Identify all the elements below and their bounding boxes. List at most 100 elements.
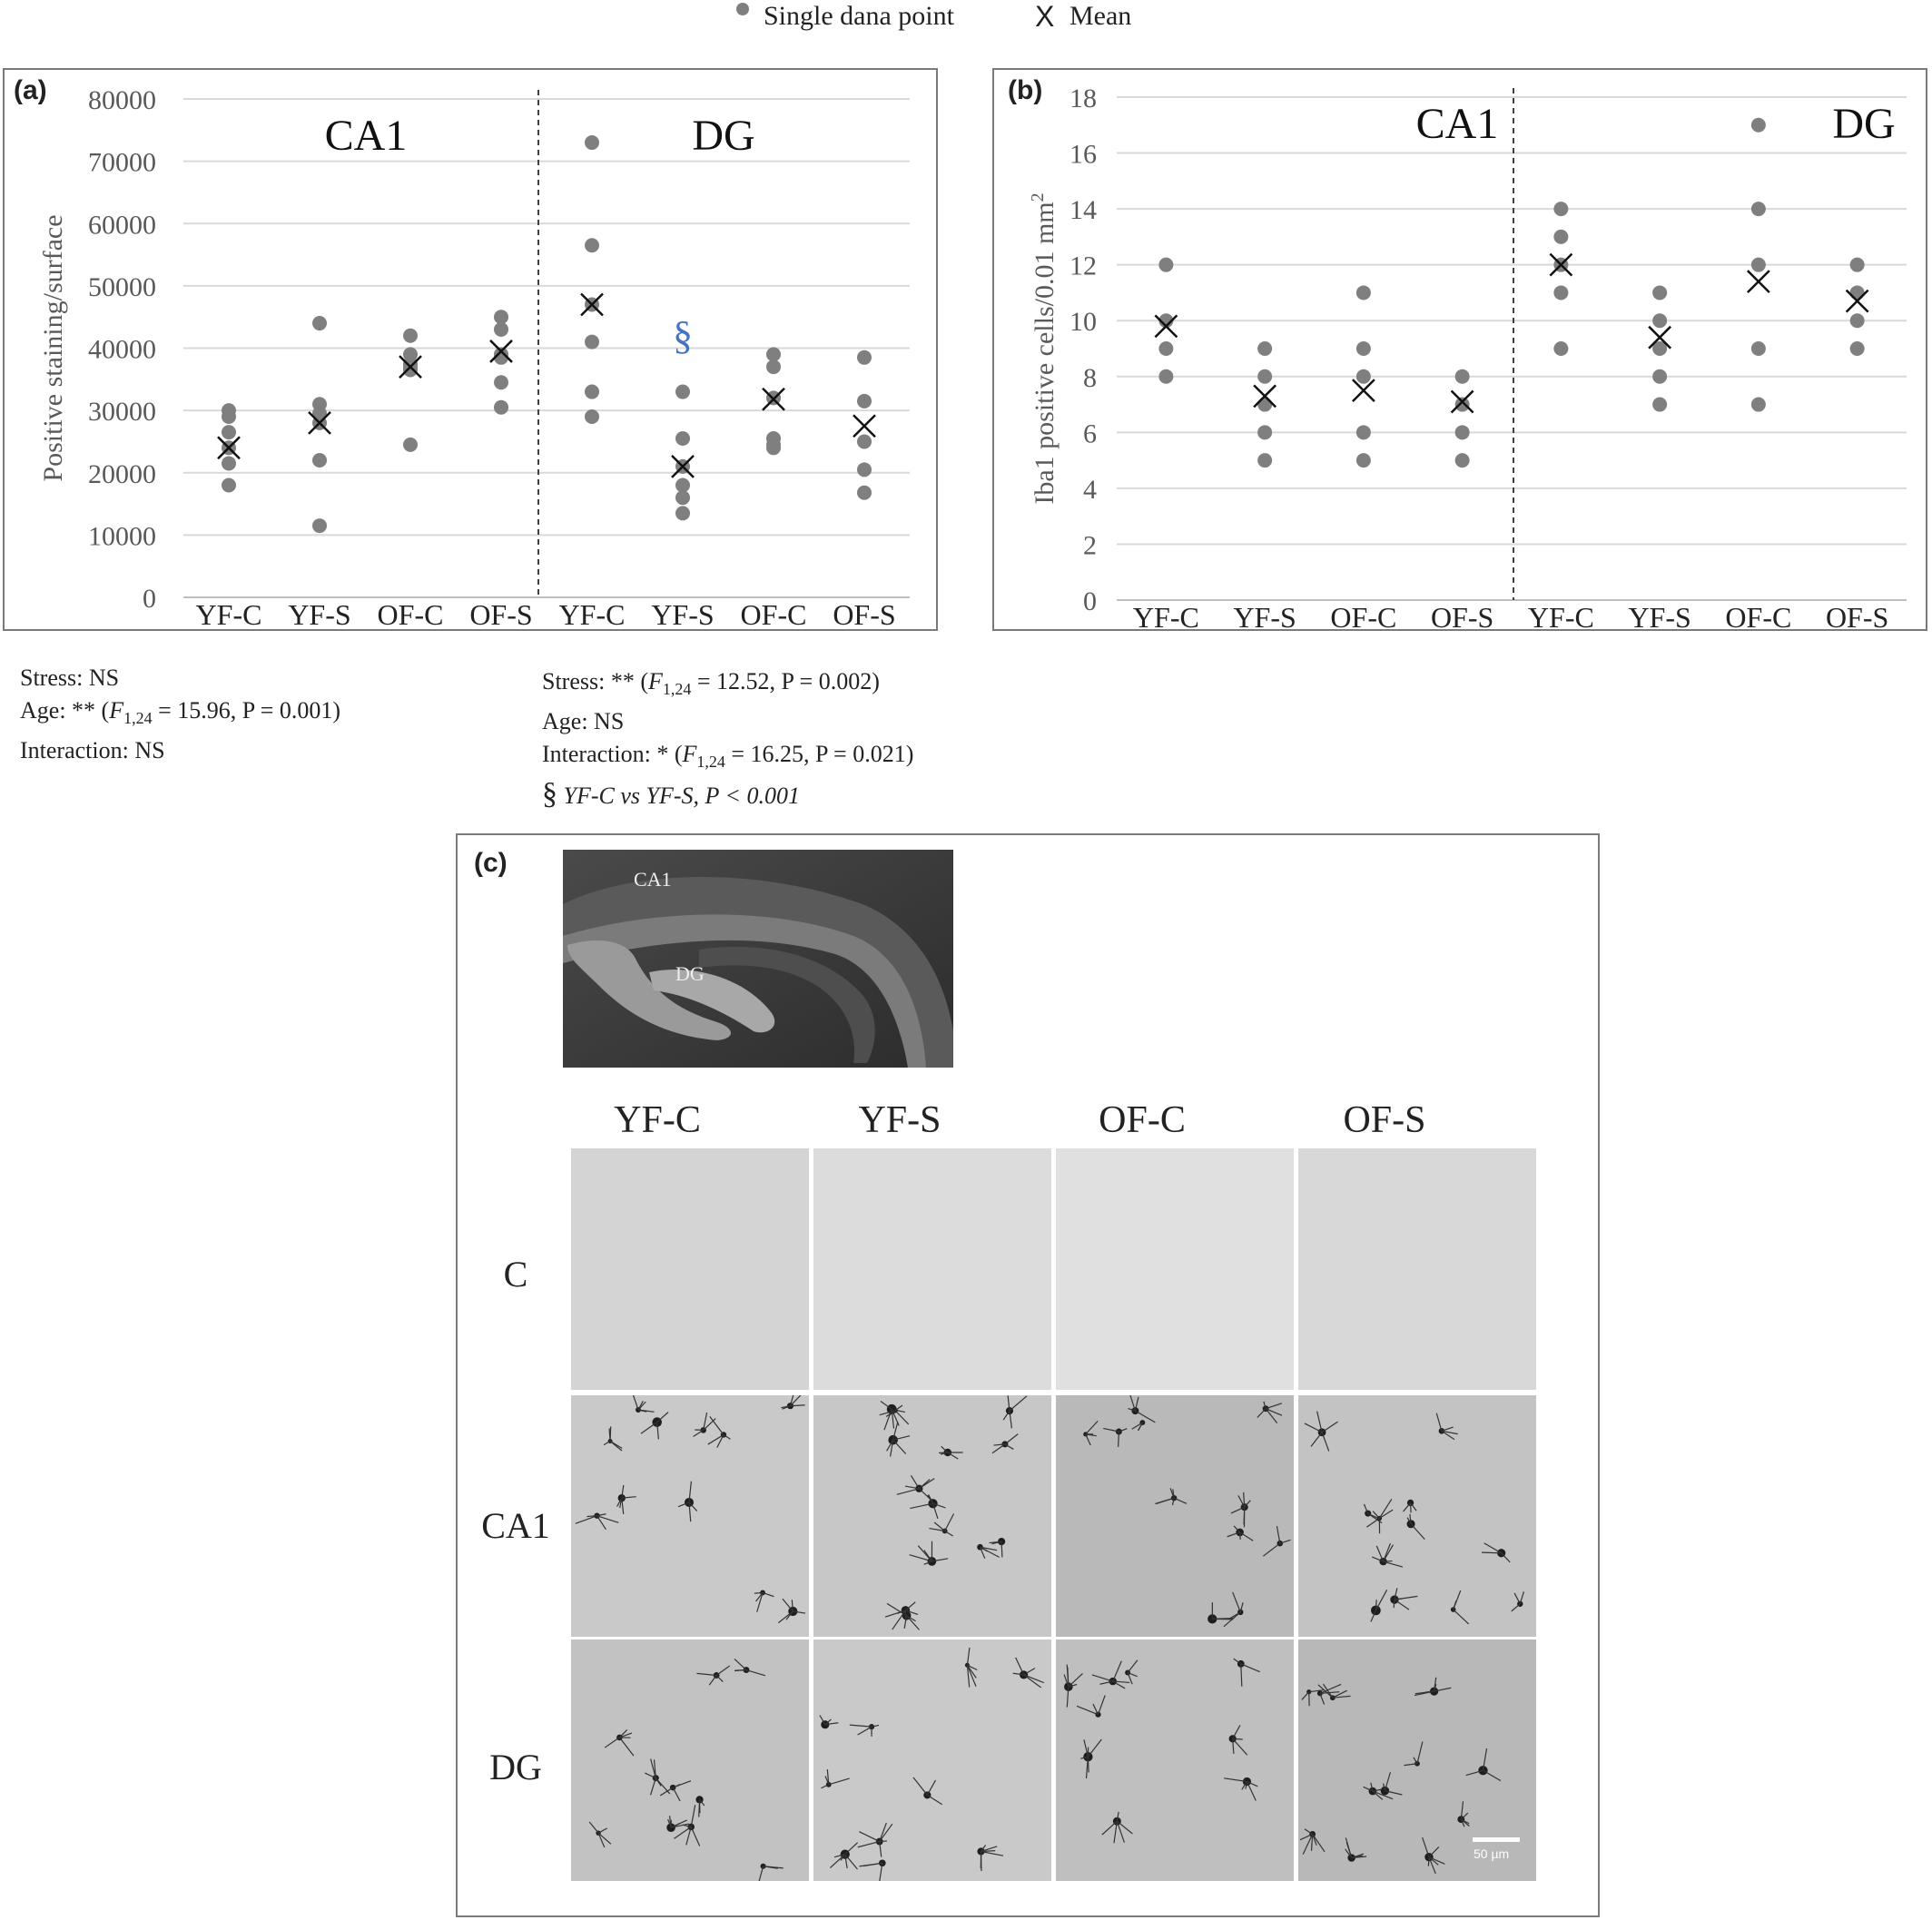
mean-marker (580, 292, 604, 317)
microglia-cells (1083, 1395, 1291, 1628)
column-label-of-s: OF-S (1343, 1099, 1426, 1141)
x-category-label: YF-S (1628, 601, 1690, 634)
mean-marker (1746, 270, 1770, 294)
hippocampus-drawing (563, 850, 953, 1068)
x-category-label: YF-C (1133, 601, 1199, 634)
panel-b-label: (b) (1008, 75, 1043, 105)
mean-marker-stroke (1845, 289, 1869, 313)
microglia-cells (879, 1395, 1028, 1630)
mean-marker-stroke (1648, 325, 1672, 350)
section-label-ca1: CA1 (1416, 100, 1499, 148)
mean-marker (1351, 379, 1375, 403)
data-point (585, 238, 599, 253)
hippocampus-anatomy-image: CA1 DG (563, 850, 953, 1068)
section-label-dg: DG (692, 112, 754, 160)
legend-point-marker (736, 3, 749, 15)
y-tick-label: 40000 (88, 335, 156, 365)
anatomy-label-dg: DG (675, 962, 705, 985)
microglia-cells (819, 1647, 1045, 1881)
y-tick-label: 10 (1070, 307, 1097, 337)
data-point (1750, 202, 1766, 217)
x-category-label: YF-S (288, 598, 350, 631)
x-category-label: OF-C (378, 598, 444, 631)
data-point (1849, 341, 1865, 356)
mean-marker (308, 410, 331, 435)
chart-b: 0 2 4 6 8 10 12 14 16 18 Iba1 positive cells/0.01 … (1028, 84, 1907, 634)
mean-marker-stroke (217, 436, 241, 460)
stats-b-line2: Age: NS (542, 708, 625, 735)
data-point (1355, 453, 1371, 468)
mean-marker (399, 355, 422, 379)
y-tick-label: 16 (1070, 140, 1097, 170)
stats-a-line2: Age: ** (F1,24 = 15.96, P = 0.001) (20, 697, 341, 728)
mean-marker-stroke (1351, 379, 1375, 403)
data-point (494, 399, 508, 415)
data-point (1158, 313, 1174, 329)
data-point (675, 384, 690, 399)
y-tick-label: 20000 (88, 459, 156, 489)
data-point (1257, 425, 1273, 440)
data-point (1355, 341, 1371, 356)
mean-marker (853, 414, 876, 438)
data-point (766, 347, 781, 362)
data-point (1454, 369, 1470, 384)
data-point (675, 506, 690, 521)
panel-b: (b) (992, 68, 1927, 631)
data-point (857, 485, 872, 500)
legend-mean-marker: X (1035, 0, 1055, 33)
data-point (1849, 257, 1865, 272)
data-point (1652, 285, 1668, 300)
microglia-cells (1304, 1411, 1524, 1625)
x-category-label: OF-C (1725, 601, 1791, 634)
data-point (857, 350, 872, 365)
y-tick-label: 0 (143, 584, 156, 614)
data-point (1257, 369, 1273, 384)
mean-marker-stroke (1746, 270, 1770, 294)
data-point (494, 310, 508, 325)
mean-marker-stroke (671, 455, 695, 478)
data-point (222, 456, 236, 471)
mean-marker-stroke (1154, 314, 1178, 339)
data-point (1553, 285, 1569, 300)
data-point (1652, 369, 1668, 384)
mean-marker (1253, 384, 1277, 409)
data-point (1849, 313, 1865, 329)
micrograph-ca1-of-s (1298, 1395, 1536, 1637)
section-label-dg: DG (1832, 100, 1895, 148)
y-tick-label: 10000 (88, 521, 156, 551)
column-label-yf-c: YF-C (614, 1099, 701, 1141)
y-tick-label: 12 (1070, 251, 1097, 281)
significance-symbol: § (673, 313, 693, 358)
data-point (222, 425, 236, 440)
y-tick-label: 2 (1083, 530, 1097, 560)
data-point (766, 440, 781, 456)
x-category-label: OF-S (1431, 601, 1493, 634)
data-point (312, 453, 327, 468)
y-tick-label: 4 (1083, 475, 1097, 505)
x-category-label: YF-C (559, 598, 626, 631)
micrograph-ca1-yf-s (813, 1395, 1051, 1637)
y-tick-label: 80000 (88, 85, 156, 115)
anatomy-label-ca1: CA1 (634, 868, 672, 891)
data-point (1257, 341, 1273, 356)
mean-marker (762, 387, 785, 411)
data-point (1257, 397, 1273, 412)
stats-a-line3: Interaction: NS (20, 737, 165, 764)
mean-marker-stroke (580, 292, 604, 317)
data-point (1750, 257, 1766, 272)
y-tick-label: 0 (1083, 586, 1097, 616)
data-point (403, 328, 418, 343)
data-point (675, 431, 690, 447)
data-point (222, 478, 236, 493)
stats-b-line1: Stress: ** (F1,24 = 12.52, P = 0.002) (542, 668, 880, 699)
mean-marker (671, 455, 695, 478)
mean-marker (1450, 389, 1474, 414)
x-category-label: YF-C (196, 598, 262, 631)
data-point (1158, 341, 1174, 356)
column-label-yf-s: YF-S (858, 1099, 941, 1141)
y-tick-label: 50000 (88, 272, 156, 302)
stats-a-line1: Stress: NS (20, 665, 120, 691)
data-point (1750, 341, 1766, 356)
data-point (222, 409, 236, 424)
y-tick-label: 18 (1070, 84, 1097, 113)
